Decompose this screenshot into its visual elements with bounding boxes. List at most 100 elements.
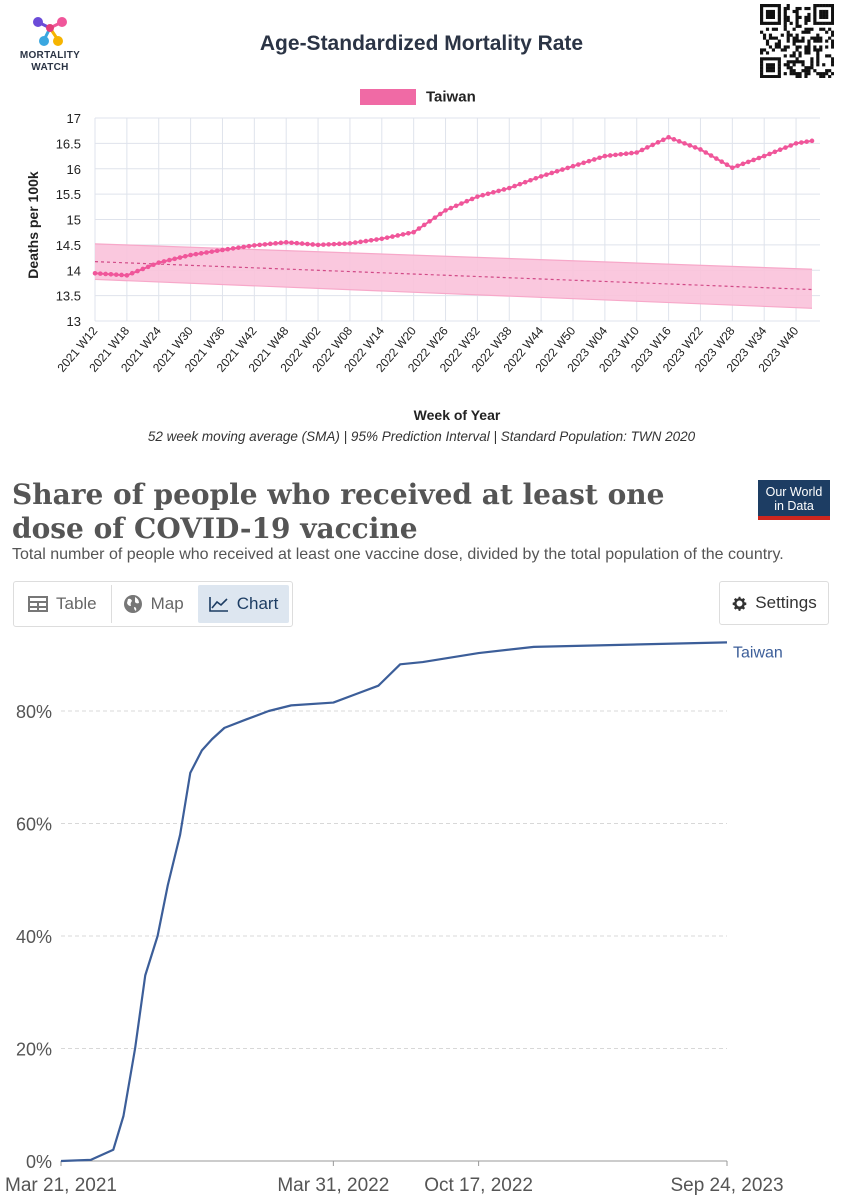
qr-module [798,72,802,76]
mortality-legend[interactable]: Taiwan [360,88,476,108]
qr-module [825,45,829,49]
mortality-point [767,151,772,157]
qr-finder-module [777,72,781,76]
mortality-point [156,260,162,265]
qr-finder-module [777,60,781,64]
qr-module [798,54,802,58]
qr-finder-module [777,57,781,61]
tab-chart[interactable]: Chart [197,585,290,623]
qr-module [828,27,832,31]
qr-module [819,27,823,31]
line-chart-icon [208,597,228,612]
qr-finder-module [768,12,773,17]
mortality-point [676,139,682,144]
mortality-point [804,139,809,144]
qr-module [828,54,832,58]
owid-logo-line1: Our World [765,485,823,499]
mortality-point [305,241,310,247]
qr-module [813,69,817,73]
qr-module [804,66,808,70]
qr-module [819,75,823,79]
vaccination-y-tick-label: 0% [26,1152,52,1172]
qr-module [760,30,764,34]
settings-button[interactable]: Settings [719,581,829,625]
qr-finder-module [828,21,832,25]
qr-module [798,75,802,79]
mortality-point [480,192,486,198]
qr-finder-module [768,15,773,19]
qr-module [825,30,829,34]
mortality-point [576,162,581,167]
vaccination-x-tick-label: Oct 17, 2022 [424,1175,533,1196]
qr-module [816,36,820,40]
qr-code[interactable] [760,4,835,79]
vaccination-grid [61,710,727,1162]
mortality-point [151,262,156,268]
qr-module [819,48,823,52]
qr-module [804,15,808,19]
qr-module [807,48,811,52]
qr-finder-module [822,4,826,8]
qr-finder-module [774,4,778,8]
qr-module [816,51,820,55]
qr-finder-module [819,12,823,17]
qr-module [825,54,829,58]
mortality-point [384,235,390,240]
qr-module [807,51,811,55]
mortality-point [491,190,496,195]
qr-finder-module [831,12,835,17]
mortality-point [321,242,326,247]
qr-module [777,39,781,43]
mortality-y-tick-label: 13.5 [56,289,81,304]
tab-table[interactable]: Table [17,585,108,623]
qr-module [786,18,790,22]
qr-finder-module [765,21,770,25]
mortality-point [241,244,247,250]
qr-finder-module [816,21,820,25]
mortality-point [246,243,252,249]
qr-module [783,48,787,52]
mortality-point [560,167,565,172]
qr-module [831,45,835,49]
qr-module [786,63,790,67]
qr-finder-module [825,9,829,14]
qr-finder-module [760,6,764,11]
qr-finder-module [813,18,817,22]
mortality-point [204,250,209,255]
mortality-point [788,143,794,148]
owid-logo[interactable]: Our World in Data [758,480,830,520]
qr-module [804,75,808,79]
gear-icon [732,596,747,611]
qr-finder-module [760,75,764,79]
qr-finder-module [825,4,829,8]
mortality-y-tick-label: 15 [67,213,81,228]
mortality-point [416,226,422,231]
table-icon [28,596,48,612]
legend-label: Taiwan [426,88,476,106]
mortality-point [103,271,108,277]
qr-module [804,6,808,11]
qr-module [783,15,787,19]
qr-module [825,39,829,43]
qr-module [819,36,823,40]
qr-module [786,15,790,19]
qr-module [807,15,811,19]
mortality-point [607,153,613,158]
qr-module [795,36,799,40]
mortality-grid [94,117,820,322]
mortality-y-axis-label: Deaths per 100k [25,171,41,279]
qr-module [822,63,826,67]
tab-map[interactable]: Map [110,585,195,623]
qr-finder-module [771,75,775,79]
qr-module [786,45,790,49]
qr-module [783,6,787,11]
qr-finder-module [771,57,775,61]
qr-module [807,27,811,31]
qr-finder-module [760,69,764,73]
owid-chart-subtitle: Total number of people who received at l… [12,546,784,563]
mortality-point [708,153,714,158]
qr-finder-module [771,15,775,19]
vaccination-y-tick-labels: 0% 20% 40% 60% 80% [16,702,52,1172]
mortality-point [129,270,135,276]
qr-finder-module [765,15,770,19]
